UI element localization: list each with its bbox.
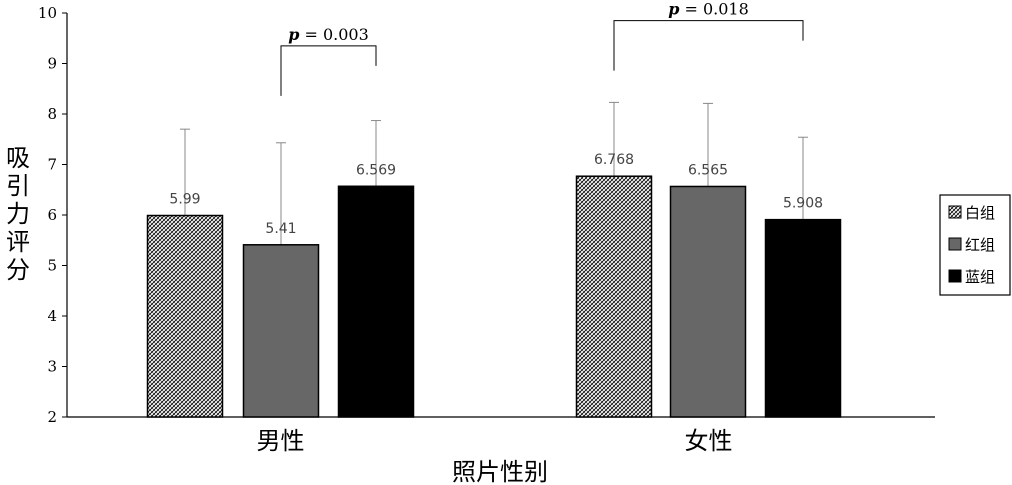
x-axis-title: 照片性别 (452, 458, 548, 485)
y-tick-label: 8 (47, 105, 57, 123)
y-title-char: 评 (6, 228, 30, 256)
category-label: 男性 (257, 427, 305, 455)
legend-swatch (948, 237, 962, 251)
y-axis-title: 吸引力评分 (6, 144, 30, 284)
legend-swatch (948, 269, 962, 283)
p-value-label: p = 0.018 (668, 0, 749, 19)
p-value-text: = 0.003 (299, 25, 368, 44)
y-title-char: 力 (6, 200, 30, 228)
bar-0-0 (146, 214, 224, 418)
y-tick-label: 4 (47, 307, 57, 325)
data-label: 5.41 (265, 221, 296, 237)
legend-label: 白组 (965, 204, 995, 222)
category-labels: 男性 女性 (257, 427, 733, 455)
bar-0-1 (575, 175, 653, 418)
legend-label: 红组 (965, 236, 995, 254)
data-label: 6.565 (688, 162, 728, 178)
p-symbol: p (668, 0, 679, 19)
legend-label: 蓝组 (965, 268, 995, 286)
data-label: 5.99 (169, 192, 200, 208)
bar-1-0 (242, 244, 320, 418)
bar-2-0 (337, 185, 415, 418)
data-label: 6.768 (594, 152, 634, 168)
data-labels: 5.99 6.768 5.41 6.565 6.569 5.908 (169, 152, 823, 237)
data-label: 6.569 (356, 162, 396, 178)
bar-2-1 (764, 218, 842, 418)
category-label: 女性 (685, 427, 733, 455)
y-tick-label: 10 (38, 4, 57, 22)
p-symbol: p (288, 25, 299, 44)
y-tick-label: 2 (47, 408, 57, 426)
y-tick-label: 7 (47, 156, 57, 174)
y-title-char: 分 (6, 256, 30, 284)
p-value-label: p = 0.003 (288, 25, 369, 44)
y-tick-label: 6 (47, 206, 57, 224)
y-title-char: 引 (6, 172, 30, 200)
y-tick-label: 3 (47, 358, 57, 376)
y-tick-label: 5 (47, 257, 57, 275)
y-title-char: 吸 (6, 144, 30, 172)
significance-bracket (613, 20, 804, 71)
bars (146, 175, 842, 418)
y-tick-label: 9 (47, 55, 57, 73)
significance-bracket (280, 45, 377, 96)
bar-1-1 (669, 185, 747, 418)
p-value-text: = 0.018 (679, 0, 748, 19)
error-bars (180, 101, 808, 245)
legend-swatch (948, 205, 962, 219)
data-label: 5.908 (783, 196, 823, 212)
